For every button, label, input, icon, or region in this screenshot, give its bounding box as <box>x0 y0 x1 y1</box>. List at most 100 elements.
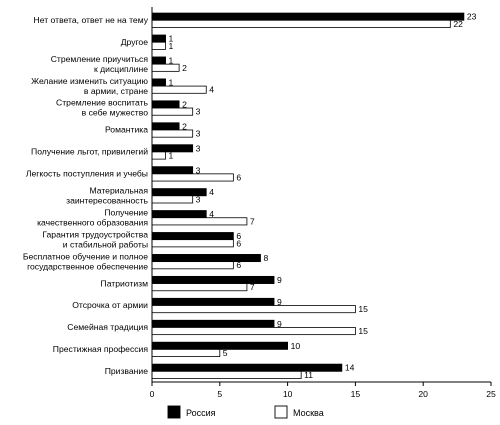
category-label-15: Престижная профессия <box>53 344 149 354</box>
category-label-14: Семейная традиция <box>67 322 148 332</box>
bar-moscow-3 <box>151 85 207 94</box>
bar-russia-14 <box>151 319 275 328</box>
value-label-russia-10: 6 <box>236 231 241 241</box>
x-tick-label: 15 <box>351 389 361 399</box>
legend: Россия Москва <box>167 405 324 419</box>
category-label-13: Отсрочка от армии <box>72 300 148 310</box>
category-label-1: Другое <box>121 37 149 47</box>
category-label-line: Получение льгот, привилегий <box>31 147 148 157</box>
bar-moscow-0 <box>151 19 451 28</box>
bar-moscow-7 <box>151 173 234 182</box>
value-label-russia-9: 4 <box>209 209 214 219</box>
category-label-line: заинтересованность <box>66 196 148 206</box>
legend-label-moscow: Москва <box>293 408 324 418</box>
value-label-russia-6: 3 <box>196 143 201 153</box>
category-label-line: и стабильной работы <box>63 239 148 249</box>
bar-moscow-13 <box>151 305 356 314</box>
category-label-line: Гарантия трудоустройства <box>42 229 148 239</box>
x-tick-label: 20 <box>418 389 428 399</box>
bar-moscow-16 <box>151 370 302 379</box>
bar-russia-7 <box>151 166 194 175</box>
bar-russia-2 <box>151 56 166 65</box>
bar-moscow-8 <box>151 195 194 204</box>
value-label-russia-8: 4 <box>209 187 214 197</box>
category-label-12: Патриотизм <box>101 278 149 288</box>
category-label-line: Патриотизм <box>101 278 149 288</box>
bar-russia-3 <box>151 78 166 87</box>
bar-moscow-10 <box>151 239 234 248</box>
value-label-russia-7: 3 <box>196 165 201 175</box>
value-label-russia-0: 23 <box>467 12 477 22</box>
category-label-6: Получение льгот, привилегий <box>31 147 148 157</box>
category-label-4: Стремление воспитать в себе мужество <box>56 98 148 118</box>
value-label-moscow-16: 11 <box>304 370 313 380</box>
category-label-line: государственное обеспечение <box>27 261 148 271</box>
value-label-moscow-8: 3 <box>196 194 201 204</box>
category-label-line: Нет ответа, ответ не на тему <box>34 15 149 25</box>
value-label-moscow-5: 3 <box>196 129 201 139</box>
value-label-russia-3: 1 <box>169 77 174 87</box>
category-label-line: Бесплатное обучение и полное <box>23 251 148 261</box>
value-label-moscow-2: 2 <box>182 63 187 73</box>
bar-russia-1 <box>151 34 166 43</box>
category-label-10: Гарантия трудоустройства и стабильной раб… <box>42 229 148 249</box>
category-label-line: Призвание <box>105 366 148 376</box>
category-label-line: в армии, стране <box>84 86 148 96</box>
bar-russia-15 <box>151 341 289 350</box>
category-label-line: Престижная профессия <box>53 344 149 354</box>
value-label-russia-12: 9 <box>277 275 282 285</box>
bar-moscow-6 <box>151 151 166 160</box>
category-label-line: Получение <box>104 207 148 217</box>
category-label-line: Стремление приучиться <box>51 54 149 64</box>
bar-russia-5 <box>151 122 180 131</box>
value-label-russia-2: 1 <box>169 56 174 66</box>
value-label-russia-15: 10 <box>291 341 301 351</box>
value-label-russia-16: 14 <box>345 363 355 373</box>
category-label-line: Семейная традиция <box>67 322 148 332</box>
category-label-11: Бесплатное обучение и полное государствен… <box>23 251 148 271</box>
category-label-line: Стремление воспитать <box>56 98 148 108</box>
category-label-line: к дисциплине <box>94 64 148 74</box>
bar-russia-4 <box>151 100 180 109</box>
value-label-moscow-3: 4 <box>209 85 214 95</box>
category-label-line: качественного образования <box>37 217 148 227</box>
bar-moscow-1 <box>151 41 166 50</box>
category-label-line: Романтика <box>105 125 148 135</box>
category-label-0: Нет ответа, ответ не на тему <box>34 15 149 25</box>
value-label-moscow-1: 1 <box>169 41 174 51</box>
bar-russia-16 <box>151 363 343 372</box>
category-label-line: в себе мужество <box>82 108 149 118</box>
value-label-russia-5: 2 <box>182 121 187 131</box>
category-label-8: Материальная заинтересованность <box>66 186 148 206</box>
bar-russia-13 <box>151 297 275 306</box>
legend-swatch-moscow <box>274 405 288 419</box>
category-label-16: Призвание <box>105 366 148 376</box>
category-labels: Нет ответа, ответ не на тему Другое Стремл… <box>23 15 149 376</box>
value-label-russia-1: 1 <box>169 34 174 44</box>
bar-russia-11 <box>151 254 261 263</box>
bar-russia-12 <box>151 275 275 284</box>
category-label-2: Стремление приучиться к дисциплине <box>51 54 149 74</box>
category-label-5: Романтика <box>105 125 148 135</box>
category-label-9: Получение качественного образования <box>37 207 148 227</box>
value-label-moscow-9: 7 <box>250 216 255 226</box>
bar-russia-0 <box>151 12 465 21</box>
category-label-7: Легкость поступления и учебы <box>26 169 148 179</box>
category-label-line: Материальная <box>90 186 149 196</box>
bar-moscow-9 <box>151 217 248 226</box>
value-labels: 2322111214232331364347668697915915105141… <box>169 12 477 380</box>
category-label-line: Легкость поступления и учебы <box>26 169 148 179</box>
value-label-russia-13: 9 <box>277 297 282 307</box>
legend-swatch-russia <box>167 405 181 419</box>
bar-russia-10 <box>151 232 234 241</box>
value-label-russia-14: 9 <box>277 319 282 329</box>
value-label-moscow-15: 5 <box>223 348 228 358</box>
bar-russia-9 <box>151 210 207 219</box>
bar-moscow-15 <box>151 348 221 357</box>
category-label-line: Другое <box>121 37 149 47</box>
x-tick-label: 25 <box>486 389 496 399</box>
value-label-moscow-14: 15 <box>358 326 368 336</box>
category-label-line: Желание изменить ситуацию <box>31 76 148 86</box>
x-tick-label: 10 <box>283 389 293 399</box>
